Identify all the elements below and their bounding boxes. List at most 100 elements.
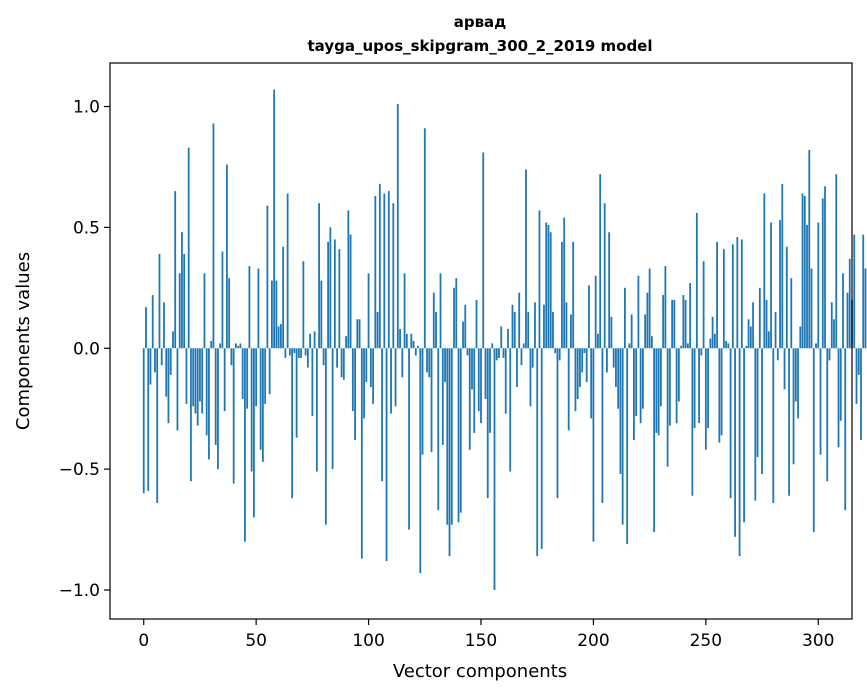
bar-203 bbox=[599, 174, 602, 349]
bar-179 bbox=[545, 222, 548, 349]
bar-18 bbox=[183, 253, 186, 349]
bar-153 bbox=[486, 348, 489, 499]
bar-49 bbox=[253, 348, 255, 518]
bar-159 bbox=[500, 326, 503, 349]
bar-230 bbox=[659, 348, 662, 407]
bar-162 bbox=[507, 328, 509, 349]
bar-240 bbox=[682, 295, 685, 349]
bar-238 bbox=[677, 348, 680, 402]
bar-82 bbox=[327, 241, 330, 349]
bar-321 bbox=[864, 268, 867, 349]
bar-51 bbox=[257, 268, 260, 349]
bar-294 bbox=[803, 195, 806, 349]
bar-216 bbox=[628, 343, 631, 349]
bar-86 bbox=[336, 348, 338, 368]
bar-239 bbox=[680, 345, 683, 349]
bar-73 bbox=[306, 348, 309, 368]
bar-219 bbox=[635, 348, 638, 416]
bar-304 bbox=[826, 348, 829, 482]
bar-16 bbox=[178, 273, 181, 349]
bar-37 bbox=[226, 164, 228, 349]
bar-142 bbox=[462, 321, 464, 349]
bar-126 bbox=[426, 348, 428, 373]
bar-31 bbox=[212, 123, 215, 349]
bar-233 bbox=[666, 348, 669, 467]
bar-296 bbox=[808, 150, 811, 349]
bar-299 bbox=[815, 343, 817, 349]
bar-212 bbox=[619, 348, 622, 474]
bar-316 bbox=[853, 234, 856, 349]
bar-150 bbox=[480, 348, 482, 424]
bar-160 bbox=[502, 348, 505, 358]
bar-43 bbox=[239, 343, 242, 349]
bar-287 bbox=[788, 348, 790, 496]
bar-148 bbox=[475, 299, 478, 349]
bar-189 bbox=[567, 348, 570, 431]
bar-158 bbox=[498, 348, 500, 358]
bar-303 bbox=[824, 186, 826, 349]
bar-279 bbox=[770, 222, 772, 349]
bar-119 bbox=[410, 333, 413, 349]
bar-306 bbox=[830, 302, 833, 349]
bar-108 bbox=[385, 348, 388, 561]
bar-317 bbox=[855, 348, 858, 404]
bar-17 bbox=[181, 232, 183, 349]
bar-226 bbox=[650, 336, 653, 349]
bar-101 bbox=[369, 348, 372, 387]
bar-255 bbox=[716, 241, 718, 349]
bar-297 bbox=[810, 268, 813, 349]
bar-105 bbox=[378, 183, 381, 349]
bar-118 bbox=[408, 348, 410, 530]
bar-190 bbox=[570, 314, 572, 349]
bar-253 bbox=[711, 316, 714, 349]
bar-89 bbox=[342, 348, 345, 380]
y-tick-label: 0.0 bbox=[73, 339, 100, 359]
bar-97 bbox=[360, 348, 363, 559]
bar-132 bbox=[439, 273, 442, 349]
bar-8 bbox=[160, 348, 163, 366]
bar-234 bbox=[668, 348, 671, 426]
bar-100 bbox=[367, 273, 370, 349]
bar-298 bbox=[812, 348, 815, 532]
bar-20 bbox=[187, 147, 190, 349]
bar-237 bbox=[675, 348, 678, 424]
bar-127 bbox=[428, 348, 431, 378]
bar-136 bbox=[448, 348, 451, 557]
bar-106 bbox=[381, 348, 383, 482]
bar-309 bbox=[837, 348, 840, 448]
bar-102 bbox=[372, 348, 374, 404]
bar-72 bbox=[304, 348, 307, 356]
bar-133 bbox=[441, 348, 444, 445]
bar-197 bbox=[585, 348, 588, 383]
bar-174 bbox=[534, 302, 536, 349]
bar-268 bbox=[745, 345, 748, 349]
bar-258 bbox=[722, 249, 725, 349]
bar-128 bbox=[430, 348, 433, 453]
bar-76 bbox=[313, 331, 316, 349]
bar-63 bbox=[284, 348, 287, 358]
bar-42 bbox=[237, 345, 240, 349]
chart-title: арвад bbox=[454, 13, 507, 31]
bar-121 bbox=[414, 348, 417, 356]
y-tick-label: 0.5 bbox=[73, 218, 100, 238]
bar-125 bbox=[423, 128, 426, 349]
bar-22 bbox=[192, 348, 195, 407]
bar-145 bbox=[468, 348, 471, 450]
bar-269 bbox=[747, 319, 750, 349]
bar-206 bbox=[606, 348, 608, 373]
bar-210 bbox=[615, 348, 617, 387]
bar-94 bbox=[354, 348, 356, 441]
bar-137 bbox=[450, 348, 453, 525]
bar-223 bbox=[644, 314, 647, 349]
bar-171 bbox=[527, 311, 530, 349]
bar-139 bbox=[455, 278, 458, 349]
bar-50 bbox=[255, 348, 258, 407]
x-tick-label: 250 bbox=[690, 631, 722, 651]
bar-88 bbox=[340, 348, 343, 378]
bar-173 bbox=[531, 348, 534, 368]
bar-291 bbox=[797, 348, 799, 419]
bar-161 bbox=[504, 348, 507, 414]
bar-236 bbox=[673, 299, 676, 349]
bar-284 bbox=[781, 183, 784, 349]
